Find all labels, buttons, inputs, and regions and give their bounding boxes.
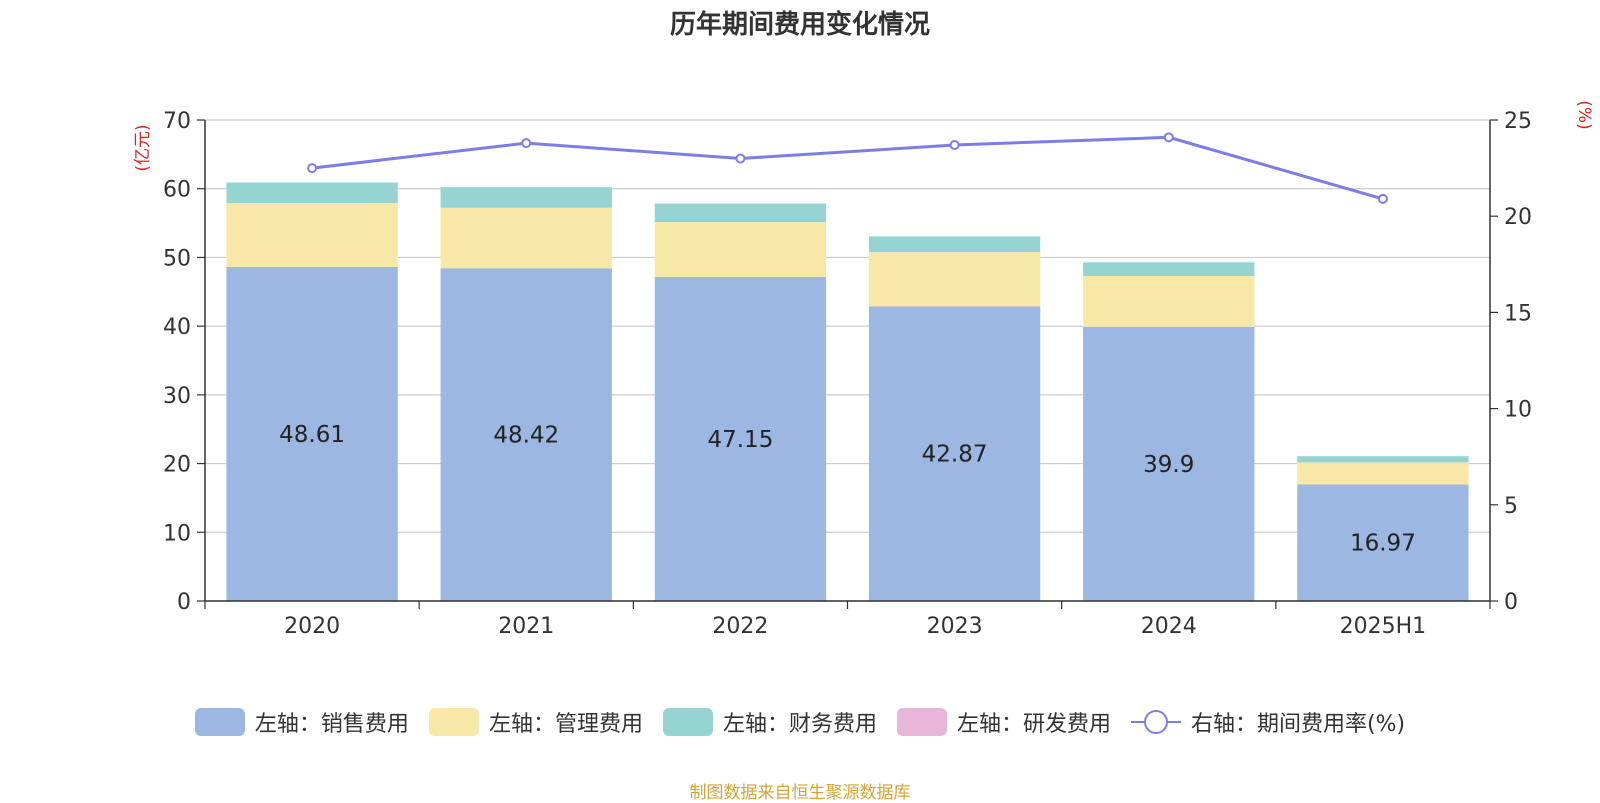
expense-ratio-point <box>1377 193 1388 204</box>
legend-label-expense-ratio: 右轴：期间费用率(%) <box>1190 712 1406 737</box>
x-tick-label: 2024 <box>1141 614 1197 639</box>
legend-item-sales[interactable]: 左轴：销售费用 <box>194 706 409 738</box>
left-axis-unit-label: (亿元) <box>133 124 153 171</box>
expense-ratio-point <box>307 163 318 174</box>
legend: 左轴：销售费用 左轴：管理费用 左轴：财务费用 左轴：研发费用 右轴：期间费用率… <box>0 706 1600 738</box>
left-tick-label: 10 <box>163 521 191 546</box>
bar-finance <box>868 236 1041 253</box>
left-tick-label: 20 <box>163 453 191 478</box>
bar-data-label: 39.9 <box>1143 452 1194 478</box>
bar-admin <box>868 252 1041 307</box>
x-tick-label: 2023 <box>927 614 983 639</box>
x-tick-label: 2020 <box>284 614 340 639</box>
bar-data-label: 48.61 <box>279 422 345 448</box>
bar-data-label: 47.15 <box>707 427 773 453</box>
expense-ratio-line <box>311 135 1384 201</box>
bar-data-label: 48.42 <box>493 423 559 449</box>
source-note: 制图数据来自恒生聚源数据库 <box>689 783 911 803</box>
x-tick-label: 2025H1 <box>1340 614 1427 639</box>
left-tick-label: 50 <box>163 246 191 271</box>
bar-sales <box>1083 326 1255 601</box>
x-tick-label: 2021 <box>498 614 554 639</box>
bar-admin <box>654 222 827 278</box>
right-tick-label: 25 <box>1504 109 1532 134</box>
bar-admin <box>1297 462 1469 485</box>
legend-swatch-sales <box>194 708 245 736</box>
bar-finance <box>654 203 827 223</box>
right-tick-label: 15 <box>1504 301 1532 326</box>
left-tick-label: 40 <box>163 315 191 340</box>
legend-item-finance[interactable]: 左轴：财务费用 <box>662 706 877 738</box>
bar-finance <box>1297 456 1469 463</box>
legend-label-finance: 左轴：财务费用 <box>722 712 877 737</box>
bar-data-label: 42.87 <box>922 442 988 468</box>
bar-admin <box>1083 275 1255 327</box>
bar-finance <box>1083 262 1255 276</box>
legend-item-rd[interactable]: 左轴：研发费用 <box>896 706 1111 738</box>
left-tick-label: 70 <box>163 109 191 134</box>
expense-ratio-point <box>735 153 746 164</box>
legend-swatch-finance <box>662 708 713 736</box>
x-tick-label: 2022 <box>712 614 768 639</box>
right-tick-label: 5 <box>1504 494 1518 519</box>
left-tick-label: 0 <box>177 590 191 615</box>
legend-label-admin: 左轴：管理费用 <box>488 712 643 737</box>
bar-sales <box>226 266 398 601</box>
left-tick-label: 60 <box>163 178 191 203</box>
bar-sales <box>440 268 612 601</box>
expense-ratio-point <box>521 138 532 149</box>
right-tick-label: 0 <box>1504 590 1518 615</box>
bar-sales <box>1297 484 1469 601</box>
bar-sales <box>654 277 827 601</box>
bar-admin <box>440 207 612 269</box>
legend-item-expense-ratio[interactable]: 右轴：期间费用率(%) <box>1130 706 1406 738</box>
legend-item-admin[interactable]: 左轴：管理费用 <box>428 706 643 738</box>
expense-ratio-point <box>1163 132 1174 143</box>
left-tick-label: 30 <box>163 384 191 409</box>
bar-finance <box>226 182 398 204</box>
bar-finance <box>440 187 612 208</box>
bar-sales <box>868 306 1041 601</box>
right-tick-label: 20 <box>1504 205 1532 230</box>
right-tick-label: 10 <box>1504 398 1532 423</box>
chart-title: 历年期间费用变化情况 <box>669 10 930 40</box>
legend-swatch-rd <box>896 708 947 736</box>
legend-line-marker-icon <box>1130 708 1181 736</box>
legend-swatch-admin <box>428 708 479 736</box>
bar-admin <box>226 203 398 267</box>
right-axis-unit-label: (%) <box>1574 100 1594 129</box>
legend-label-sales: 左轴：销售费用 <box>254 712 409 737</box>
bar-data-label: 16.97 <box>1350 531 1416 557</box>
legend-label-rd: 左轴：研发费用 <box>956 712 1111 737</box>
expense-ratio-point <box>949 140 960 151</box>
